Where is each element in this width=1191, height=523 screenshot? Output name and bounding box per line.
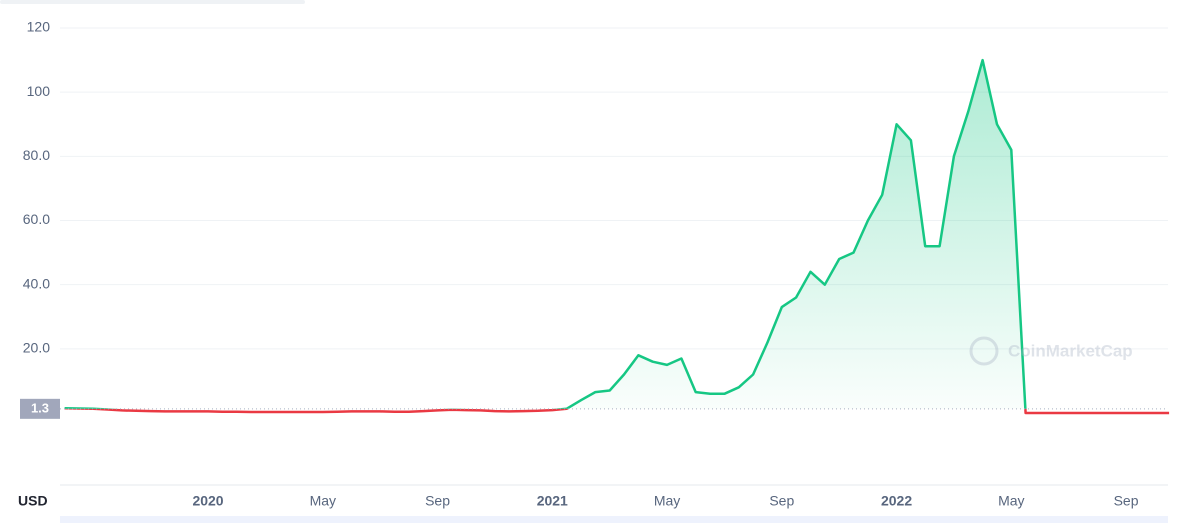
watermark-text: CoinMarketCap	[1008, 341, 1133, 360]
y-tick-label: 20.0	[23, 340, 50, 356]
x-tick-label: 2020	[192, 493, 223, 509]
range-strip	[60, 516, 1168, 523]
watermark: CoinMarketCap	[969, 336, 1133, 366]
x-tick-label: Sep	[425, 493, 450, 509]
y-tick-label: 100	[27, 83, 51, 99]
area	[64, 60, 1170, 409]
baseline-label: 1.3	[31, 400, 49, 415]
price-line-below	[64, 408, 1170, 415]
y-tick-label: 60.0	[23, 211, 50, 227]
top-tab	[0, 0, 305, 4]
baseline-box	[20, 398, 60, 419]
x-tick-label: 2021	[537, 493, 568, 509]
price-line	[64, 58, 1027, 409]
y-tick-label: 40.0	[23, 275, 50, 291]
x-tick-label: Sep	[1114, 493, 1139, 509]
x-tick-label: May	[654, 493, 680, 509]
x-tick-label: 2022	[881, 493, 912, 509]
y-tick-label: 120	[27, 19, 51, 35]
x-tick-label: Sep	[769, 493, 794, 509]
x-tick-label: May	[998, 493, 1024, 509]
axis-unit: USD	[18, 493, 48, 509]
x-tick-label: May	[310, 493, 336, 509]
y-tick-label: 80.0	[23, 147, 50, 163]
